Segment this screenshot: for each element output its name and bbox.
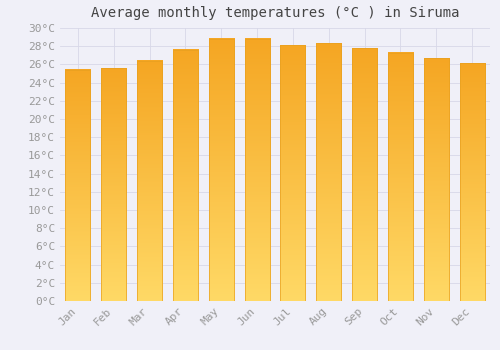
Bar (280, 45, 305, 301)
Bar (316, 43, 342, 301)
Bar (424, 58, 449, 301)
Bar (137, 61, 162, 301)
Bar (388, 52, 413, 301)
Title: Average monthly temperatures (°C ) in Siruma: Average monthly temperatures (°C ) in Si… (91, 6, 459, 20)
Bar (101, 68, 126, 301)
Bar (66, 70, 90, 301)
Bar (244, 39, 270, 301)
Bar (424, 58, 449, 301)
Bar (101, 68, 126, 301)
Bar (460, 63, 484, 301)
Bar (352, 48, 377, 301)
Bar (388, 52, 413, 301)
Bar (280, 45, 305, 301)
Bar (137, 61, 162, 301)
Bar (66, 70, 90, 301)
Bar (208, 39, 234, 301)
Bar (316, 43, 342, 301)
Bar (173, 50, 198, 301)
Bar (208, 39, 234, 301)
Bar (244, 39, 270, 301)
Bar (460, 63, 484, 301)
Bar (352, 48, 377, 301)
Bar (173, 50, 198, 301)
